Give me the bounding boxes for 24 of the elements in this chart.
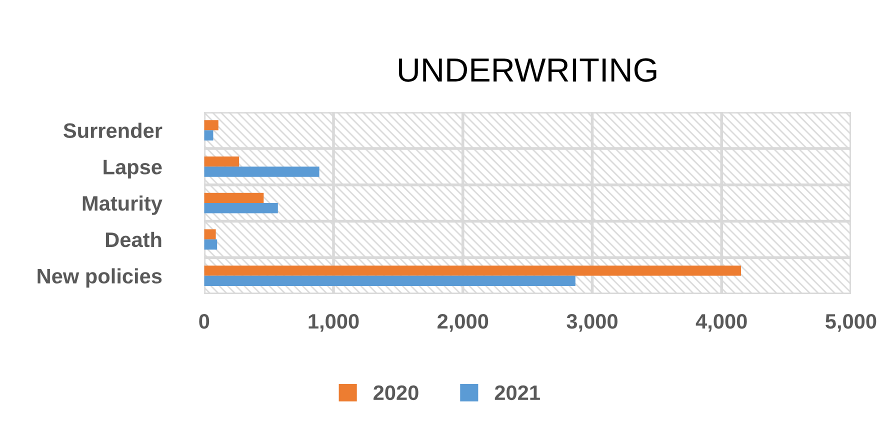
bar: [204, 120, 218, 130]
y-tick-label: New policies: [38, 268, 162, 288]
bar: [204, 156, 240, 167]
chart-title: UNDERWRITING: [398, 58, 656, 82]
x-tick-label: 2,000: [438, 314, 488, 332]
bar: [204, 266, 742, 276]
bar: [204, 166, 320, 177]
legend-label: 2021: [494, 385, 540, 400]
y-tick-label: Death: [106, 232, 162, 248]
y-tick-label: Surrender: [64, 122, 162, 138]
x-tick-label: 3,000: [566, 314, 618, 332]
x-tick-label: 0: [199, 314, 210, 329]
bar: [204, 276, 576, 286]
x-tick-label: 5,000: [826, 314, 876, 332]
x-tick-label: 1,000: [308, 314, 359, 332]
y-tick-label: Maturity: [82, 195, 162, 215]
bar: [204, 130, 214, 140]
bar: [204, 239, 218, 250]
bar: [204, 229, 216, 240]
x-tick-label: 4,000: [696, 314, 747, 332]
y-tick-label: Lapse: [104, 160, 162, 179]
legend-label: 2020: [374, 385, 418, 400]
bar: [204, 192, 264, 204]
bar: [204, 203, 278, 214]
